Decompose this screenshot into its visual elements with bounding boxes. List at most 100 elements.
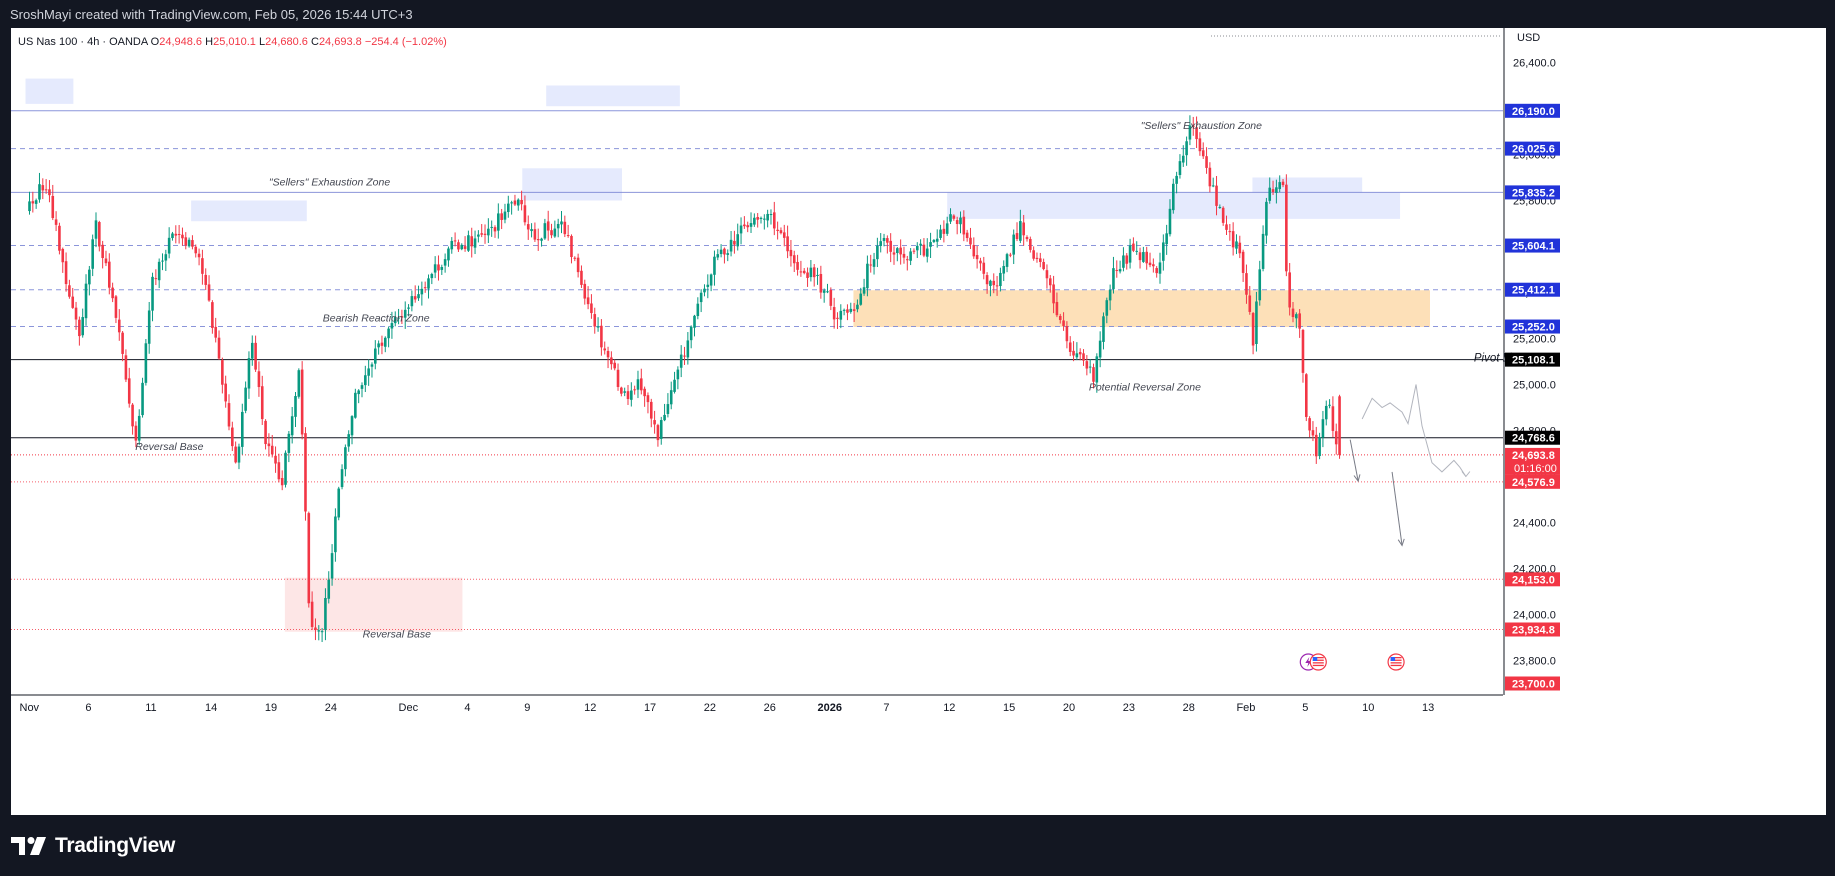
candle-body xyxy=(945,223,949,234)
candle-body xyxy=(1009,254,1012,256)
candle-body xyxy=(623,391,626,393)
candle xyxy=(1152,258,1155,273)
time-tick-label: Feb xyxy=(1236,702,1255,714)
candle-body xyxy=(224,383,227,402)
candle-body xyxy=(410,296,414,307)
candle xyxy=(1009,252,1012,258)
earnings-icon-bolt xyxy=(1305,657,1312,667)
candle xyxy=(137,409,141,446)
candle xyxy=(104,250,108,267)
top-credit-bar: SroshMayi created with TradingView.com, … xyxy=(0,0,1835,28)
candle-body xyxy=(58,225,61,251)
candle-body xyxy=(513,200,517,205)
symbol-label[interactable]: US Nas 100 · 4h · OANDA xyxy=(18,36,148,48)
candle xyxy=(284,450,287,488)
candle xyxy=(127,367,131,408)
candle xyxy=(1042,258,1045,271)
candle-body xyxy=(1148,262,1152,266)
candle xyxy=(457,239,460,252)
current-price-label: 24,693.8 xyxy=(1512,450,1555,462)
candle-body xyxy=(317,630,321,632)
candle xyxy=(626,385,630,405)
candle xyxy=(334,508,337,562)
candle xyxy=(500,208,503,230)
candle xyxy=(171,231,174,241)
candle xyxy=(221,357,224,394)
flag-stripe xyxy=(1390,664,1402,667)
candle xyxy=(1211,177,1215,188)
candle xyxy=(370,362,374,378)
candle xyxy=(350,415,354,445)
candle xyxy=(906,255,909,271)
candle xyxy=(204,268,208,291)
candle-body xyxy=(1042,261,1045,270)
candle-body xyxy=(736,234,740,247)
candle-body xyxy=(470,236,474,247)
candle xyxy=(227,394,231,431)
candle-body xyxy=(663,414,666,421)
candle xyxy=(643,386,646,407)
candle-body xyxy=(380,342,384,346)
candle-body xyxy=(866,263,869,289)
candle xyxy=(719,244,723,258)
candle-body xyxy=(507,203,510,213)
candle-body xyxy=(390,323,394,329)
price-tag-bg xyxy=(1505,282,1560,297)
candle xyxy=(51,184,55,221)
candle-body xyxy=(64,261,68,285)
candle xyxy=(1175,171,1178,194)
candle-body xyxy=(334,516,337,553)
candle xyxy=(786,225,789,259)
candle-body xyxy=(177,234,181,236)
price-tag-label: 26,025.6 xyxy=(1512,144,1555,156)
candle-body xyxy=(523,205,527,223)
candle-body xyxy=(1261,233,1265,269)
price-tag-label: 25,108.1 xyxy=(1512,355,1555,367)
candle-body xyxy=(427,278,430,289)
candle xyxy=(1255,291,1258,352)
candle-body xyxy=(147,310,151,344)
candle-body xyxy=(935,238,939,242)
candle-body xyxy=(892,252,896,255)
candle xyxy=(91,234,94,277)
candle-body xyxy=(450,240,454,250)
candle xyxy=(540,237,543,247)
candle xyxy=(550,223,553,239)
candle xyxy=(1072,341,1075,362)
candle-body xyxy=(61,248,65,263)
candle-body xyxy=(713,256,716,275)
candle xyxy=(573,256,577,262)
candle xyxy=(260,375,264,425)
candle-body xyxy=(1318,437,1321,457)
candle xyxy=(211,300,214,334)
candle xyxy=(536,228,540,251)
candle xyxy=(570,234,573,264)
candle-body xyxy=(184,237,188,246)
price-tick-label: 26,400.0 xyxy=(1513,58,1556,70)
candle-body xyxy=(543,223,547,239)
candle-body xyxy=(733,240,736,245)
candle-body xyxy=(487,228,490,236)
candlestick-chart[interactable]: "Sellers" Exhaustion Zone Bearish Reactio… xyxy=(11,28,1826,815)
candle xyxy=(317,625,321,641)
candle xyxy=(646,392,650,414)
chart-panel[interactable]: "Sellers" Exhaustion Zone Bearish Reactio… xyxy=(11,28,1826,815)
candle-body xyxy=(1334,431,1338,445)
candle-body xyxy=(181,234,184,239)
candle-body xyxy=(626,391,630,400)
candle xyxy=(862,278,866,296)
candle-body xyxy=(217,337,221,359)
candle-body xyxy=(869,264,873,266)
tradingview-logo[interactable]: TradingView xyxy=(11,832,175,860)
candle xyxy=(1102,312,1105,350)
candle-body xyxy=(347,434,350,447)
candle-body xyxy=(776,229,779,231)
candle-body xyxy=(576,257,580,273)
candle xyxy=(224,375,227,408)
candle-body xyxy=(71,296,75,308)
candle-body xyxy=(231,427,234,447)
candle xyxy=(523,195,527,226)
candle xyxy=(676,366,680,390)
candle-body xyxy=(1045,270,1049,279)
candle xyxy=(590,294,593,319)
